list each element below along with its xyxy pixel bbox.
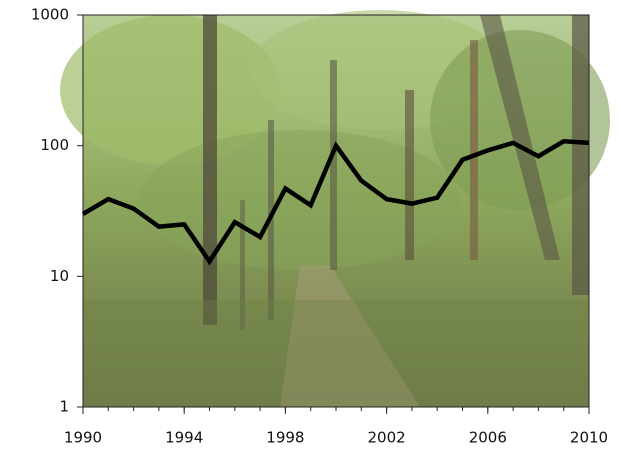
x-tick-label: 1998 <box>266 429 304 447</box>
x-tick-label: 2006 <box>469 429 507 447</box>
y-tick-label: 1000 <box>31 6 69 24</box>
y-tick-label: 100 <box>40 136 69 154</box>
x-tick-label: 2010 <box>570 429 608 447</box>
x-tick-label: 2002 <box>368 429 406 447</box>
x-tick-label: 1990 <box>64 429 102 447</box>
x-tick-label: 1994 <box>165 429 203 447</box>
forest-background <box>60 10 610 407</box>
chart: 1 10 100 1000 1990 1994 1998 2002 2006 2010 <box>0 0 618 450</box>
y-tick-label: 1 <box>59 398 69 416</box>
y-tick-label: 10 <box>50 267 69 285</box>
